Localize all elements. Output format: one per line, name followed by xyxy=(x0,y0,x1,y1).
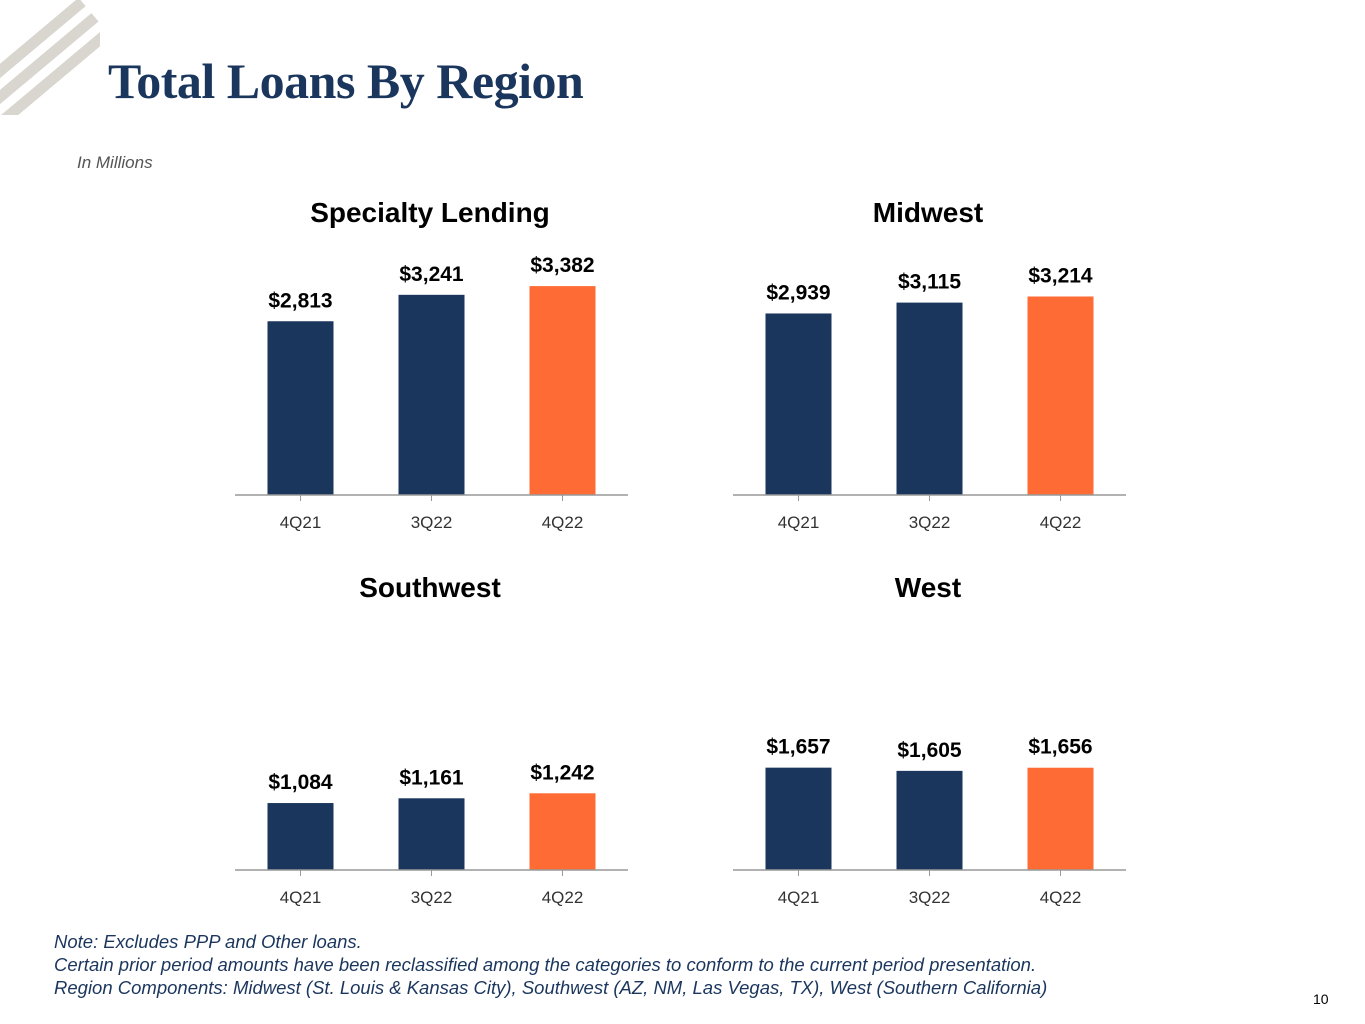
footnote-line: Note: Excludes PPP and Other loans. xyxy=(54,931,362,952)
page-number: 10 xyxy=(1313,991,1329,1007)
tick-label: 3Q22 xyxy=(411,513,453,532)
tick-label: 4Q22 xyxy=(542,513,584,532)
bar-3q22 xyxy=(398,798,465,870)
chart-specialty-lending: Specialty Lending $2,813 4Q21 $3,241 3Q22 $3,… xyxy=(235,197,628,532)
chart-title: Specialty Lending xyxy=(310,197,550,228)
data-label: $3,241 xyxy=(399,263,464,286)
company-logo xyxy=(0,0,100,115)
tick-label: 3Q22 xyxy=(909,513,951,532)
data-label: $1,242 xyxy=(530,761,594,784)
chart-title: West xyxy=(895,572,961,603)
bar-3q22 xyxy=(896,770,963,870)
page-title: Total Loans By Region xyxy=(108,53,584,109)
chart-title: Southwest xyxy=(359,572,501,603)
bar-4q22 xyxy=(529,286,596,495)
data-label: $1,656 xyxy=(1028,736,1092,759)
chart-title: Midwest xyxy=(873,197,983,228)
tick-label: 4Q22 xyxy=(1040,888,1082,907)
data-label: $1,657 xyxy=(766,736,830,759)
data-label: $2,939 xyxy=(766,281,830,304)
bar-4q21 xyxy=(267,803,334,870)
tick-label: 4Q22 xyxy=(1040,513,1082,532)
data-label: $3,115 xyxy=(898,271,961,294)
units-note: In Millions xyxy=(77,153,153,172)
bar-3q22 xyxy=(896,302,963,495)
tick-label: 4Q21 xyxy=(778,513,820,532)
tick-label: 4Q21 xyxy=(280,513,322,532)
chart-west: West $1,657 4Q21 $1,605 3Q22 $1,656 4Q22 xyxy=(733,572,1126,907)
bar-4q22 xyxy=(1027,767,1094,870)
data-label: $1,605 xyxy=(897,739,962,762)
chart-midwest: Midwest $2,939 4Q21 $3,115 3Q22 $3,214 4Q22 xyxy=(733,197,1126,532)
bar-4q22 xyxy=(529,793,596,870)
tick-label: 4Q22 xyxy=(542,888,584,907)
bar-4q21 xyxy=(267,321,334,495)
footnote-line: Region Components: Midwest (St. Louis & … xyxy=(54,977,1048,998)
tick-label: 3Q22 xyxy=(909,888,951,907)
footnotes: Note: Excludes PPP and Other loans. Cert… xyxy=(54,930,1254,999)
chart-southwest: Southwest $1,084 4Q21 $1,161 3Q22 $1,242 4Q22 xyxy=(235,572,628,907)
tick-label: 4Q21 xyxy=(280,888,322,907)
data-label: $3,382 xyxy=(530,254,594,277)
data-label: $2,813 xyxy=(268,289,332,312)
bar-3q22 xyxy=(398,294,465,495)
tick-label: 4Q21 xyxy=(778,888,820,907)
footnote-line: Certain prior period amounts have been r… xyxy=(54,954,1037,975)
data-label: $1,084 xyxy=(268,771,333,794)
tick-label: 3Q22 xyxy=(411,888,453,907)
data-label: $1,161 xyxy=(399,766,464,789)
data-label: $3,214 xyxy=(1028,264,1093,287)
bar-4q21 xyxy=(765,313,832,495)
bar-4q21 xyxy=(765,767,832,870)
bar-4q22 xyxy=(1027,296,1094,495)
